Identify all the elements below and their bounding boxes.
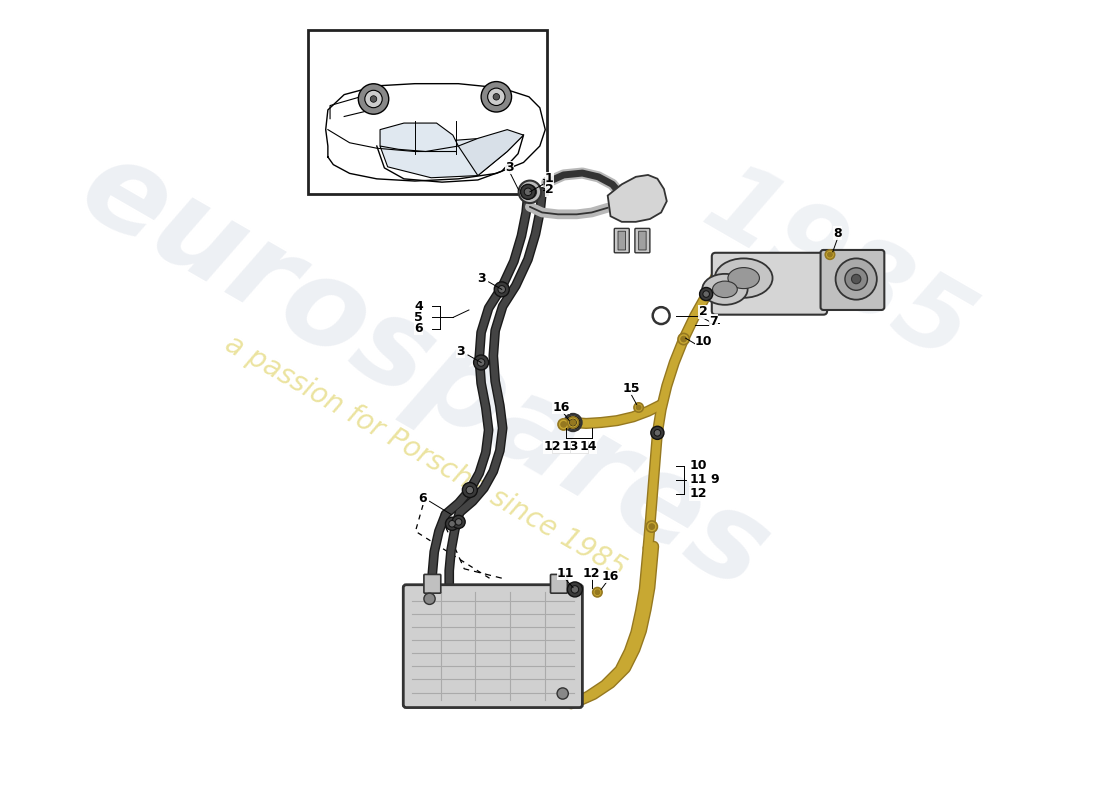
Circle shape xyxy=(493,94,499,100)
Circle shape xyxy=(703,290,710,298)
Text: 16: 16 xyxy=(602,570,619,582)
Text: 12: 12 xyxy=(690,487,707,500)
Polygon shape xyxy=(459,130,524,175)
Polygon shape xyxy=(607,175,667,222)
Text: 2: 2 xyxy=(698,306,707,318)
Text: 15: 15 xyxy=(623,382,640,395)
FancyBboxPatch shape xyxy=(639,231,646,250)
Circle shape xyxy=(681,336,686,342)
Circle shape xyxy=(446,518,459,530)
Text: 8: 8 xyxy=(833,226,842,239)
Text: 7: 7 xyxy=(710,314,717,328)
Ellipse shape xyxy=(715,258,772,298)
FancyBboxPatch shape xyxy=(618,231,626,250)
Text: 6: 6 xyxy=(415,322,424,335)
Circle shape xyxy=(636,405,641,410)
Circle shape xyxy=(365,90,382,108)
Text: 13: 13 xyxy=(561,440,579,454)
Circle shape xyxy=(498,286,506,293)
Polygon shape xyxy=(379,135,524,178)
Text: 1985: 1985 xyxy=(686,153,988,385)
Circle shape xyxy=(518,181,541,203)
Circle shape xyxy=(487,88,505,106)
Circle shape xyxy=(494,282,509,297)
FancyBboxPatch shape xyxy=(550,574,568,593)
Text: a passion for Porsche since 1985: a passion for Porsche since 1985 xyxy=(220,330,630,583)
Text: 1: 1 xyxy=(544,172,553,185)
Text: 5: 5 xyxy=(415,311,424,324)
Ellipse shape xyxy=(728,267,759,289)
Text: 11: 11 xyxy=(690,474,707,486)
Polygon shape xyxy=(379,123,459,151)
Circle shape xyxy=(851,274,861,284)
Text: 11: 11 xyxy=(557,567,574,580)
FancyBboxPatch shape xyxy=(404,585,582,707)
Text: 3: 3 xyxy=(456,345,465,358)
Circle shape xyxy=(654,430,661,436)
Text: 10: 10 xyxy=(695,335,713,348)
Circle shape xyxy=(651,426,664,439)
Circle shape xyxy=(646,521,658,532)
Circle shape xyxy=(525,188,531,195)
Circle shape xyxy=(566,416,580,429)
Circle shape xyxy=(845,268,868,290)
Text: 6: 6 xyxy=(419,492,427,505)
Polygon shape xyxy=(326,84,546,181)
FancyBboxPatch shape xyxy=(635,228,650,253)
Circle shape xyxy=(462,482,477,498)
Text: 2: 2 xyxy=(544,183,553,197)
Circle shape xyxy=(570,419,576,426)
Circle shape xyxy=(827,252,833,257)
Text: 16: 16 xyxy=(552,401,570,414)
Circle shape xyxy=(700,287,713,301)
Circle shape xyxy=(593,587,602,597)
Circle shape xyxy=(568,582,582,597)
Circle shape xyxy=(449,521,455,527)
Text: 9: 9 xyxy=(710,474,718,486)
Circle shape xyxy=(424,593,436,605)
Circle shape xyxy=(474,355,488,370)
Circle shape xyxy=(568,417,579,428)
FancyBboxPatch shape xyxy=(712,253,827,314)
Circle shape xyxy=(634,403,643,412)
Circle shape xyxy=(481,82,512,112)
Circle shape xyxy=(561,422,566,427)
Text: 4: 4 xyxy=(415,300,424,313)
Circle shape xyxy=(557,688,569,699)
Ellipse shape xyxy=(702,274,748,305)
Circle shape xyxy=(570,420,575,426)
Circle shape xyxy=(836,258,877,300)
Circle shape xyxy=(595,590,600,594)
Circle shape xyxy=(649,524,654,530)
Text: 3: 3 xyxy=(505,161,514,174)
Text: 3: 3 xyxy=(476,271,485,285)
Circle shape xyxy=(466,486,474,494)
FancyBboxPatch shape xyxy=(821,250,884,310)
Text: 12: 12 xyxy=(583,567,601,580)
Text: 10: 10 xyxy=(690,459,707,472)
Ellipse shape xyxy=(713,281,737,298)
Circle shape xyxy=(371,96,377,102)
Circle shape xyxy=(359,84,388,114)
Circle shape xyxy=(558,418,570,430)
FancyBboxPatch shape xyxy=(614,228,629,253)
Circle shape xyxy=(571,586,579,593)
Text: 14: 14 xyxy=(580,440,597,454)
Bar xyxy=(308,30,547,194)
Text: 12: 12 xyxy=(543,440,561,454)
FancyBboxPatch shape xyxy=(424,574,441,593)
Circle shape xyxy=(524,186,537,198)
Circle shape xyxy=(452,515,465,529)
Circle shape xyxy=(678,334,690,345)
Text: eurospares: eurospares xyxy=(60,128,789,616)
Circle shape xyxy=(455,518,462,525)
Circle shape xyxy=(477,358,485,366)
Circle shape xyxy=(520,184,536,199)
Circle shape xyxy=(825,250,835,259)
